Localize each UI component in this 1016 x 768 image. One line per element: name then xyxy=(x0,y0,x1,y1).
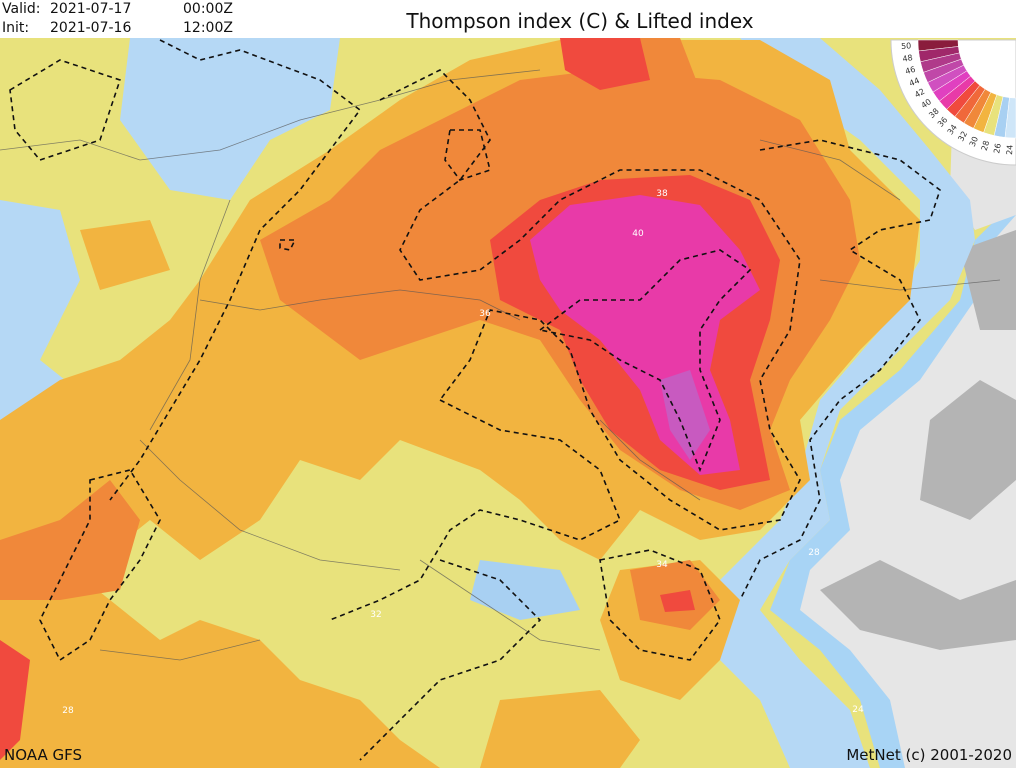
contour-label: 32 xyxy=(370,610,381,620)
valid-date: 2021-07-17 xyxy=(50,1,131,17)
legend-label: 44 xyxy=(908,76,921,88)
contour-labels: 38 40 36 34 32 28 28 24 xyxy=(62,189,864,716)
legend-label: 50 xyxy=(901,41,912,51)
legend-label: 46 xyxy=(904,65,916,76)
legend-label: 48 xyxy=(902,53,914,64)
init-date: 2021-07-16 xyxy=(50,20,131,36)
legend-label: 24 xyxy=(1005,144,1015,155)
init-time: 12:00Z xyxy=(183,20,233,36)
credit: MetNet (c) 2001-2020 xyxy=(846,746,1012,764)
magenta-areas xyxy=(530,195,760,475)
legend-label: 42 xyxy=(913,87,926,100)
header-bar xyxy=(0,0,1016,38)
legend-label: 26 xyxy=(992,143,1003,155)
valid-time: 00:00Z xyxy=(183,1,233,17)
legend-label: 32 xyxy=(956,130,969,143)
contour-label: 34 xyxy=(656,560,668,570)
contour-label: 24 xyxy=(852,705,864,715)
terrain xyxy=(770,40,1016,768)
map-title: Thompson index (C) & Lifted index xyxy=(405,9,753,33)
contour-label: 36 xyxy=(479,309,491,319)
legend-swatch xyxy=(1004,97,1016,139)
contour-label: 28 xyxy=(62,706,74,716)
contours xyxy=(9,39,941,761)
init-label: Init: xyxy=(2,20,29,36)
borders xyxy=(0,69,1001,661)
contour-label: 40 xyxy=(632,229,644,239)
contour-label: 28 xyxy=(808,548,820,558)
source: NOAA GFS xyxy=(4,746,82,764)
legend-label: 28 xyxy=(980,140,991,152)
valid-label: Valid: xyxy=(2,1,40,17)
legend-label: 30 xyxy=(968,135,980,148)
contour-label: 38 xyxy=(656,189,668,199)
